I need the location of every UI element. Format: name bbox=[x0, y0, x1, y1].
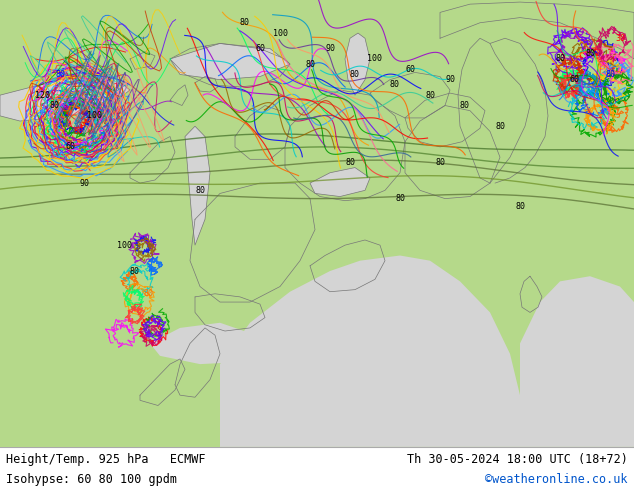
Text: 80: 80 bbox=[460, 101, 470, 110]
Text: 80: 80 bbox=[130, 267, 140, 275]
Polygon shape bbox=[185, 126, 210, 245]
Polygon shape bbox=[220, 255, 520, 447]
Text: 100: 100 bbox=[87, 111, 103, 121]
Text: 80: 80 bbox=[390, 80, 400, 89]
Text: 60: 60 bbox=[255, 44, 265, 53]
Text: 30: 30 bbox=[615, 34, 625, 43]
Polygon shape bbox=[150, 323, 260, 364]
Text: 80: 80 bbox=[143, 289, 153, 298]
Text: Th 30-05-2024 18:00 UTC (18+72): Th 30-05-2024 18:00 UTC (18+72) bbox=[407, 453, 628, 466]
Text: 80: 80 bbox=[515, 202, 525, 211]
Polygon shape bbox=[170, 44, 290, 80]
Text: 80: 80 bbox=[585, 49, 595, 58]
Text: 80: 80 bbox=[425, 91, 435, 99]
Text: 80: 80 bbox=[350, 70, 360, 79]
Text: 80: 80 bbox=[345, 158, 355, 167]
Text: 100: 100 bbox=[117, 241, 133, 250]
Text: 80: 80 bbox=[305, 60, 315, 69]
Text: 80: 80 bbox=[73, 127, 83, 136]
Polygon shape bbox=[345, 33, 370, 95]
Text: 80: 80 bbox=[555, 54, 565, 64]
Text: 60: 60 bbox=[65, 143, 75, 151]
Text: 80: 80 bbox=[395, 194, 405, 203]
Text: Isohypse: 60 80 100 gpdm: Isohypse: 60 80 100 gpdm bbox=[6, 473, 178, 486]
Text: 100: 100 bbox=[273, 28, 287, 38]
Text: 80: 80 bbox=[195, 186, 205, 195]
Text: 60: 60 bbox=[405, 65, 415, 74]
Text: 80: 80 bbox=[240, 18, 250, 27]
Polygon shape bbox=[0, 74, 130, 121]
Text: 80: 80 bbox=[50, 101, 60, 110]
Text: 120: 120 bbox=[34, 91, 49, 99]
Text: 80: 80 bbox=[435, 158, 445, 167]
Polygon shape bbox=[520, 276, 634, 447]
Text: 60: 60 bbox=[570, 75, 580, 84]
Text: 90: 90 bbox=[445, 75, 455, 84]
Text: 100: 100 bbox=[368, 54, 382, 64]
Text: ©weatheronline.co.uk: ©weatheronline.co.uk bbox=[485, 473, 628, 486]
Text: 90: 90 bbox=[325, 44, 335, 53]
Text: 80: 80 bbox=[55, 70, 65, 79]
Polygon shape bbox=[310, 168, 370, 196]
Text: 80: 80 bbox=[495, 122, 505, 131]
Text: Height/Temp. 925 hPa   ECMWF: Height/Temp. 925 hPa ECMWF bbox=[6, 453, 206, 466]
Text: 80: 80 bbox=[605, 70, 615, 79]
Text: 90: 90 bbox=[80, 178, 90, 188]
